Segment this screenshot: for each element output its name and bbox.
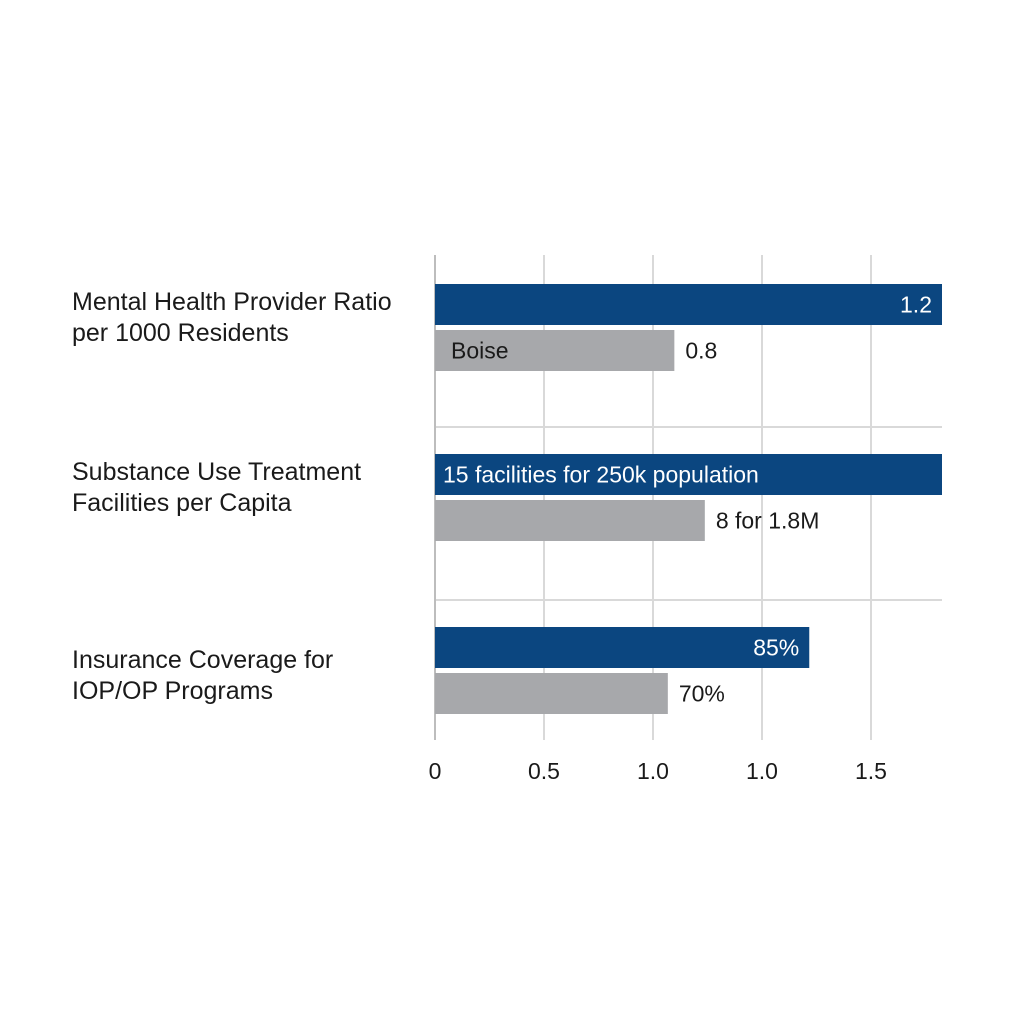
data-label: 8 for 1.8M xyxy=(716,508,820,534)
category-label: Insurance Coverage for IOP/OP Programs xyxy=(72,646,333,705)
category-label: Substance Use Treatment Facilities per Ca… xyxy=(72,458,361,517)
x-tick-label: 1.0 xyxy=(746,758,778,784)
x-tick-label: 0.5 xyxy=(528,758,560,784)
data-label: 85% xyxy=(753,635,799,661)
bar-primary xyxy=(435,454,942,495)
bar-secondary xyxy=(435,673,668,714)
data-label: 15 facilities for 250k population xyxy=(443,462,759,488)
x-tick-label: 0 xyxy=(429,758,442,784)
data-label: 70% xyxy=(679,681,725,707)
bar-primary xyxy=(435,284,942,325)
data-label: 1.2 xyxy=(900,292,932,318)
data-label: 0.8 xyxy=(685,338,717,364)
bar-secondary xyxy=(435,500,705,541)
bar-inner-label: Boise xyxy=(451,338,509,364)
x-tick-label: 1.5 xyxy=(855,758,887,784)
bar-primary xyxy=(435,627,810,668)
x-tick-label: 1.0 xyxy=(637,758,669,784)
bar-secondary xyxy=(435,330,675,371)
category-label: Mental Health Provider Ratio per 1000 Res… xyxy=(72,288,392,347)
